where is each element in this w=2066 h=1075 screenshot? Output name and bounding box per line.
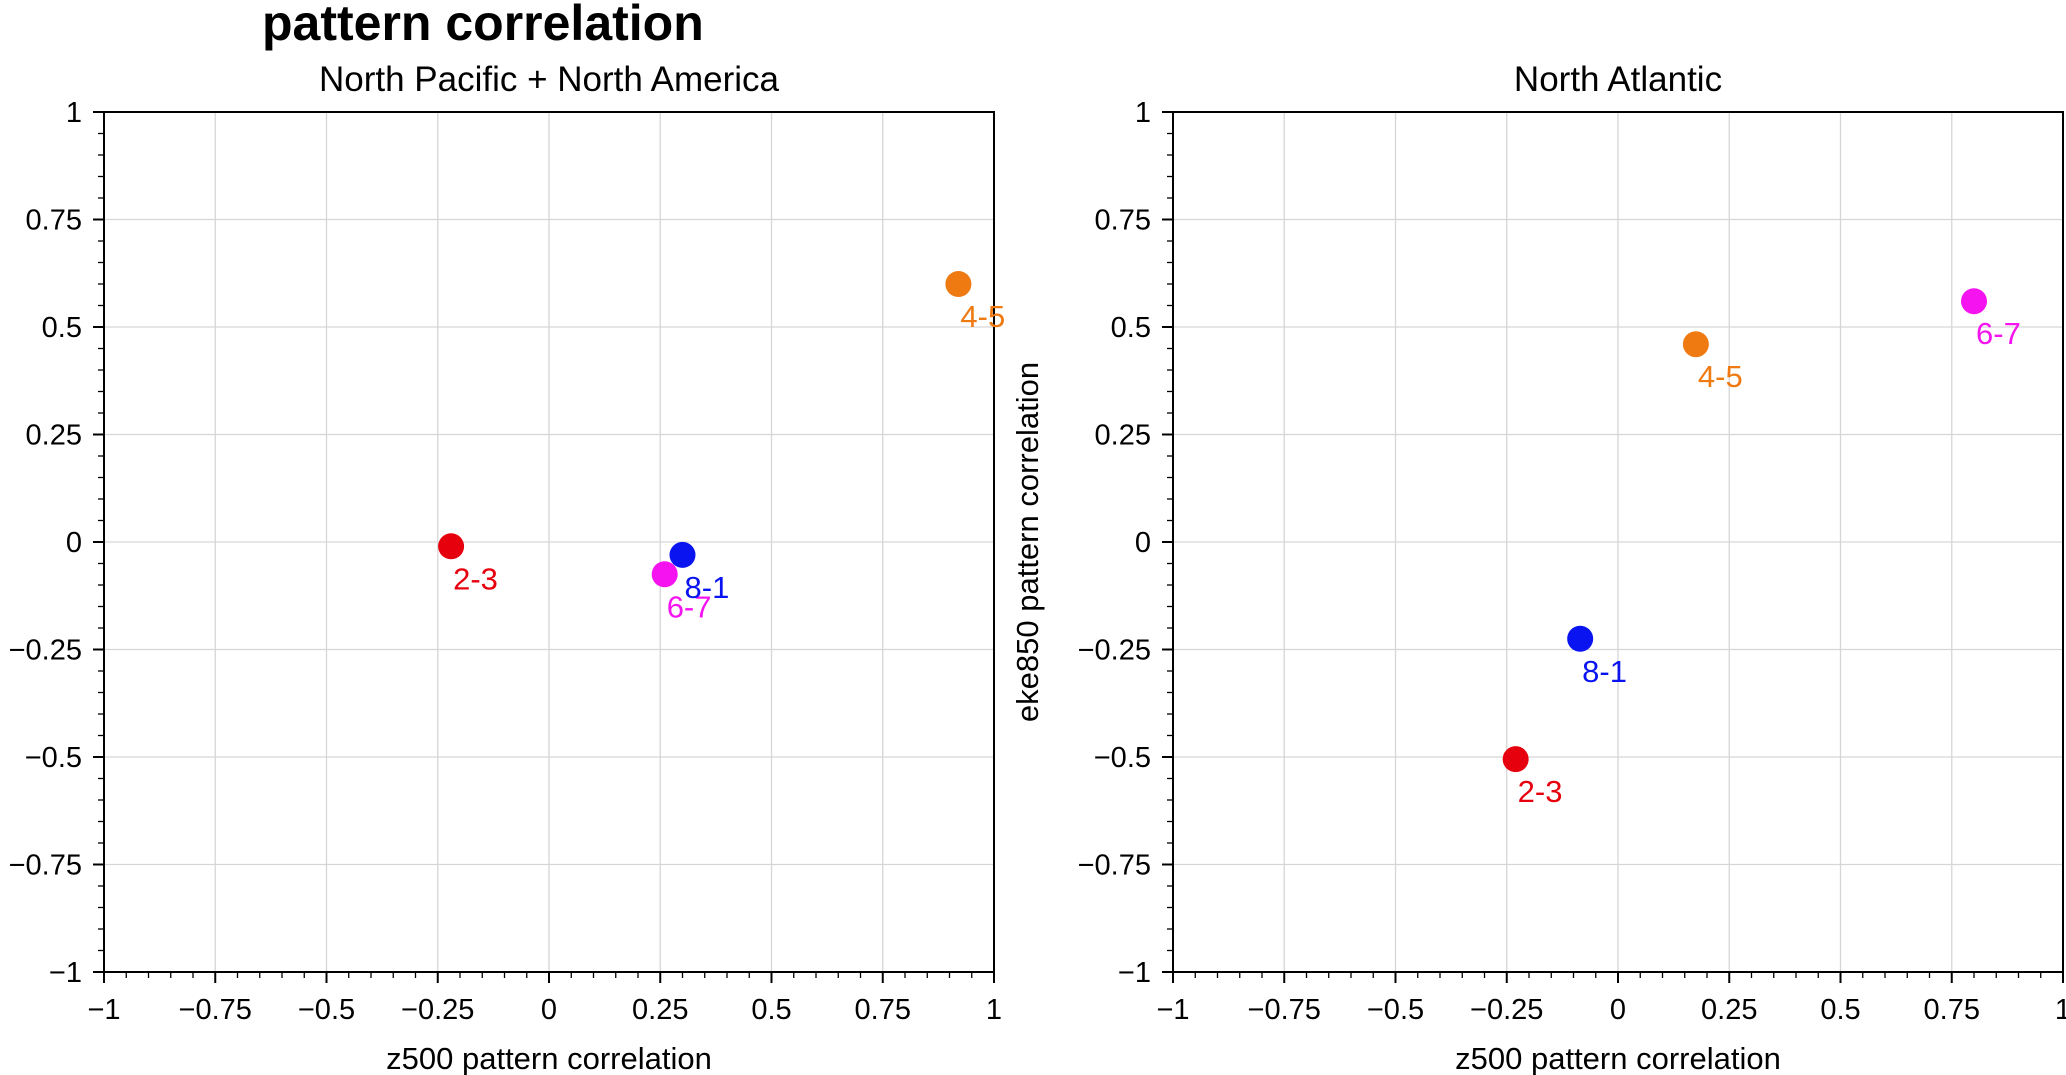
point-label: 6-7	[667, 589, 712, 624]
point-label: 6-7	[1976, 316, 2021, 351]
x-tick-label: −0.5	[1367, 994, 1424, 1026]
x-tick-label: 0	[1610, 994, 1626, 1026]
panel-title: North Pacific + North America	[319, 60, 780, 99]
y-tick-label: 1	[1135, 97, 1151, 129]
x-tick-label: −1	[1156, 994, 1189, 1026]
y-tick-label: −1	[1118, 957, 1151, 989]
x-tick-label: 1	[986, 994, 1002, 1026]
point-label: 2-3	[453, 561, 498, 596]
figure-title: pattern correlation	[262, 0, 704, 51]
y-tick-label: −0.5	[25, 742, 82, 774]
y-axis-label: eke850 pattern correlation	[1010, 362, 1045, 722]
plot-frame	[103, 111, 995, 973]
x-tick-label: −0.5	[298, 994, 355, 1026]
x-tick-label: 1	[2055, 994, 2066, 1026]
x-axis-label: z500 pattern correlation	[1455, 1041, 1781, 1075]
point-6-7	[1961, 288, 1987, 315]
x-tick-label: −0.75	[179, 994, 252, 1026]
y-tick-label: 0.25	[1095, 420, 1151, 452]
y-tick-label: 0.5	[42, 312, 82, 344]
point-6-7	[651, 561, 678, 588]
x-tick-label: 0.25	[1701, 994, 1757, 1026]
point-label: 8-1	[685, 570, 730, 605]
point-label: 4-5	[1698, 359, 1743, 394]
y-tick-label: 0.75	[1095, 205, 1151, 237]
x-tick-label: −0.25	[401, 994, 474, 1026]
x-tick-label: −0.75	[1248, 994, 1321, 1026]
x-tick-label: 0.5	[1820, 994, 1860, 1026]
x-tick-label: 0.75	[1924, 994, 1980, 1026]
point-4-5	[1682, 331, 1709, 358]
point-label: 8-1	[1582, 654, 1627, 689]
panel-title: North Atlantic	[1514, 60, 1722, 99]
x-tick-label: −0.25	[1470, 994, 1543, 1026]
panel-north-atlantic: −1 −0.75 −0.5 −0.25 0 0.25 0.5 0.75 1 −1 −0.75 −0.5…	[1010, 60, 2066, 1075]
x-axis-label: z500 pattern correlation	[386, 1041, 712, 1075]
y-tick-label: −1	[49, 957, 82, 989]
y-tick-label: 0.75	[26, 205, 82, 237]
y-tick-label: −0.25	[9, 635, 82, 667]
point-label: 2-3	[1518, 774, 1563, 809]
point-4-5	[945, 271, 972, 297]
x-tick-label: 0	[541, 994, 557, 1026]
x-tick-label: 0.75	[855, 994, 911, 1026]
y-tick-label: −0.75	[1078, 850, 1151, 882]
y-tick-label: 0	[1135, 527, 1151, 559]
panel-north-pacific: −1 −0.75 −0.5 −0.25 0 0.25 0.5 0.75 1 −1 −0.75 −0.5…	[9, 60, 1006, 1075]
y-tick-label: −0.75	[9, 850, 82, 882]
y-tick-label: 0	[66, 527, 82, 559]
y-tick-label: −0.5	[1094, 742, 1151, 774]
point-label: 4-5	[960, 299, 1005, 334]
y-tick-label: 0.5	[1111, 312, 1151, 344]
y-tick-label: 0.25	[26, 420, 82, 452]
point-2-3	[438, 533, 465, 560]
plot-frame	[1172, 111, 2064, 973]
y-tick-label: 1	[66, 97, 82, 129]
x-tick-label: 0.25	[632, 994, 688, 1026]
y-tick-label: −0.25	[1078, 635, 1151, 667]
point-8-1	[669, 541, 696, 568]
point-8-1	[1567, 625, 1594, 652]
point-2-3	[1502, 746, 1529, 773]
x-tick-label: −1	[87, 994, 120, 1026]
x-tick-label: 0.5	[751, 994, 791, 1026]
